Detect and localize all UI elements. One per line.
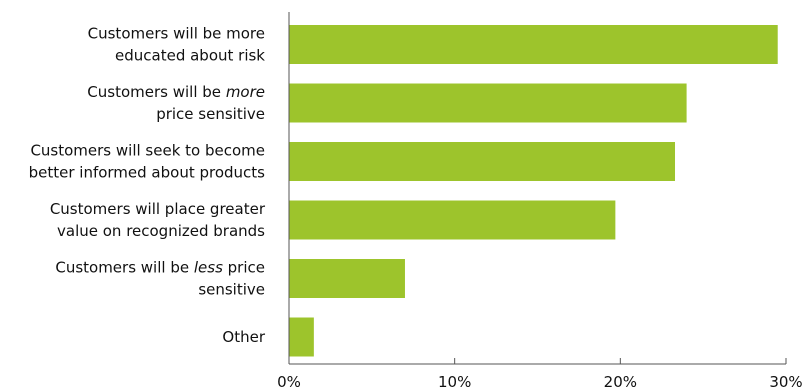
x-tick-label-1: 10% bbox=[438, 373, 471, 391]
category-label-5: Other bbox=[222, 328, 265, 346]
x-axis-ticks: 0% 10% 20% 30% bbox=[277, 358, 803, 391]
bar-2 bbox=[289, 142, 676, 181]
x-tick-label-2: 20% bbox=[604, 373, 637, 391]
category-labels: Customers will be more educated about ris… bbox=[29, 25, 266, 347]
bar-0 bbox=[289, 25, 778, 64]
bars-group bbox=[289, 25, 778, 357]
bar-5 bbox=[289, 317, 314, 357]
bar-4 bbox=[289, 259, 405, 298]
category-label-4: Customers will be less price sensitive bbox=[55, 259, 265, 299]
category-label-2: Customers will seek to become better info… bbox=[29, 142, 266, 182]
bar-1 bbox=[289, 83, 687, 123]
category-label-3: Customers will place greater value on rec… bbox=[50, 200, 266, 240]
x-tick-label-0: 0% bbox=[277, 373, 301, 391]
x-tick-label-3: 30% bbox=[769, 373, 802, 391]
category-label-1: Customers will be more price sensitive bbox=[87, 83, 265, 123]
bar-3 bbox=[289, 200, 616, 240]
category-label-0: Customers will be more educated about ris… bbox=[88, 25, 266, 65]
